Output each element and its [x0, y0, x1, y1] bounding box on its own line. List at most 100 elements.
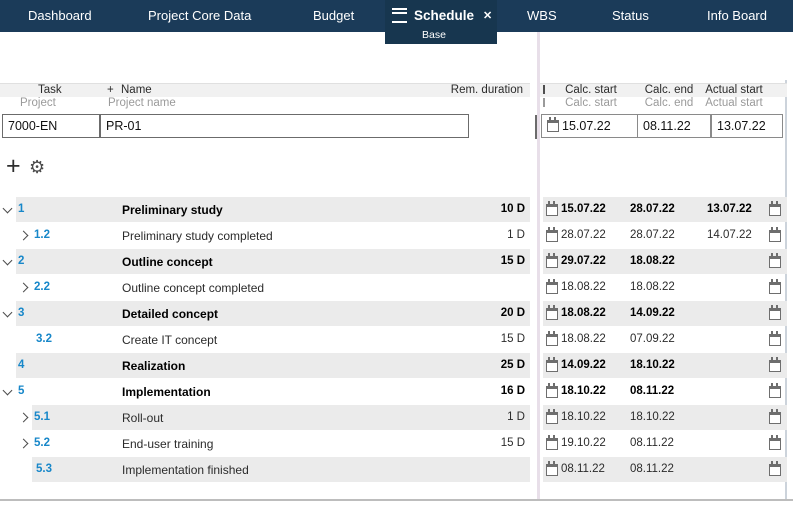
calc-start: 28.07.22 [561, 229, 606, 241]
settings-gear-button[interactable]: ⚙ [29, 157, 46, 177]
calendar-icon[interactable] [769, 279, 781, 294]
calc-end: 28.07.22 [630, 203, 675, 215]
task-name: Implementation [122, 385, 211, 399]
task-duration: 1 D [507, 411, 525, 423]
col-header-calc-end[interactable]: Calc. end [644, 84, 694, 96]
task-row-1-2[interactable]: 1.2 Preliminary study completed 1 D 28.0… [0, 223, 793, 249]
task-duration: 1 D [507, 229, 525, 241]
col-header-name[interactable]: Name [121, 84, 152, 96]
task-number: 3.2 [36, 333, 52, 345]
col-header-calc-start[interactable]: Calc. start [565, 84, 617, 96]
tab-project-core-data[interactable]: Project Core Data [148, 8, 252, 23]
project-name-field[interactable]: PR-01 [100, 114, 469, 138]
bottom-divider [0, 499, 793, 501]
task-row-4[interactable]: 4 Realization 25 D 14.09.22 18.10.22 [0, 353, 793, 379]
tab-status[interactable]: Status [612, 8, 649, 23]
subheader-project-name: Project name [108, 97, 176, 109]
expand-icon[interactable] [18, 282, 29, 293]
calc-start: 29.07.22 [561, 255, 606, 267]
calendar-icon[interactable] [546, 201, 558, 216]
calendar-icon[interactable] [769, 331, 781, 346]
calendar-icon[interactable] [769, 357, 781, 372]
col-header-rem-duration[interactable]: Rem. duration [450, 84, 523, 96]
task-row-3-2[interactable]: 3.2 Create IT concept 15 D 18.08.22 07.0… [0, 327, 793, 353]
task-row-5-2[interactable]: 5.2 End-user training 15 D 19.10.22 08.1… [0, 431, 793, 457]
clipped-column-fragment [543, 85, 545, 94]
calendar-icon[interactable] [546, 435, 558, 450]
collapse-icon[interactable] [2, 255, 13, 266]
tab-schedule-label: Schedule [414, 7, 475, 23]
calendar-icon[interactable] [769, 305, 781, 320]
calendar-icon[interactable] [769, 435, 781, 450]
task-number: 3 [18, 307, 25, 319]
calendar-icon[interactable] [769, 201, 781, 216]
calendar-icon[interactable] [546, 305, 558, 320]
calendar-icon[interactable] [546, 227, 558, 242]
calendar-icon[interactable] [546, 331, 558, 346]
project-actual-start-field[interactable]: 13.07.22 [711, 114, 783, 138]
collapse-icon[interactable] [2, 307, 13, 318]
calendar-icon[interactable] [769, 253, 781, 268]
left-header-band [0, 83, 530, 97]
calendar-icon[interactable] [546, 383, 558, 398]
calendar-icon[interactable] [769, 227, 781, 242]
project-calc-end-field[interactable]: 08.11.22 [637, 114, 711, 138]
task-name: Roll-out [122, 411, 164, 425]
task-name: Preliminary study completed [122, 229, 273, 243]
task-row-5-1[interactable]: 5.1 Roll-out 1 D 18.10.22 18.10.22 [0, 405, 793, 431]
project-calc-start-field[interactable]: 15.07.22 [541, 114, 647, 138]
clipped-input-edge [535, 115, 537, 139]
task-name: End-user training [122, 437, 214, 451]
hamburger-menu-icon[interactable] [392, 7, 407, 23]
actual-start: 13.07.22 [707, 203, 752, 215]
task-duration: 20 D [500, 307, 525, 319]
collapse-icon[interactable] [2, 203, 13, 214]
calc-end: 18.10.22 [630, 359, 675, 371]
task-row-5-3[interactable]: 5.3 Implementation finished 08.11.22 08.… [0, 457, 793, 483]
tab-dashboard[interactable]: Dashboard [28, 8, 92, 23]
tab-info-board[interactable]: Info Board [707, 8, 767, 23]
clipped-column-fragment [543, 98, 545, 107]
task-name: Realization [122, 359, 186, 373]
task-row-3[interactable]: 3 Detailed concept 20 D 18.08.22 14.09.2… [0, 301, 793, 327]
calendar-icon[interactable] [546, 461, 558, 476]
close-tab-icon[interactable]: ✕ [483, 10, 493, 22]
tab-wbs[interactable]: WBS [527, 8, 557, 23]
project-id-field[interactable]: 7000-EN [2, 114, 100, 138]
calendar-icon[interactable] [546, 409, 558, 424]
calendar-icon[interactable] [769, 409, 781, 424]
calendar-icon[interactable] [769, 461, 781, 476]
add-task-button[interactable]: + [6, 152, 21, 180]
calc-end: 08.11.22 [630, 463, 674, 475]
add-column-icon[interactable]: + [107, 84, 114, 96]
task-row-1[interactable]: 1 Preliminary study 10 D 15.07.22 28.07.… [0, 197, 793, 223]
task-row-2[interactable]: 2 Outline concept 15 D 29.07.22 18.08.22 [0, 249, 793, 275]
tab-budget[interactable]: Budget [313, 8, 355, 23]
expand-icon[interactable] [18, 230, 29, 241]
task-name: Outline concept completed [122, 281, 265, 295]
collapse-icon[interactable] [2, 385, 13, 396]
tab-schedule-active[interactable]: Schedule ✕ Base [385, 0, 497, 44]
task-row-5[interactable]: 5 Implementation 16 D 18.10.22 08.11.22 [0, 379, 793, 405]
task-row-2-2[interactable]: 2.2 Outline concept completed 18.08.22 1… [0, 275, 793, 301]
task-name: Preliminary study [122, 203, 223, 217]
task-number: 4 [18, 359, 25, 371]
calendar-icon[interactable] [769, 383, 781, 398]
calendar-icon[interactable] [546, 279, 558, 294]
task-number: 5 [18, 385, 25, 397]
col-header-actual-start[interactable]: Actual start [705, 84, 763, 96]
col-header-task[interactable]: Task [38, 84, 62, 96]
tab-schedule-sublabel: Base [422, 29, 446, 41]
calendar-icon[interactable] [547, 117, 559, 132]
calendar-icon[interactable] [546, 357, 558, 372]
calc-end: 18.10.22 [630, 411, 675, 423]
calc-start: 14.09.22 [561, 359, 606, 371]
task-number: 1 [18, 203, 25, 215]
pane-splitter[interactable] [537, 32, 540, 500]
expand-icon[interactable] [18, 412, 29, 423]
calc-start: 18.08.22 [561, 333, 606, 345]
task-duration: 10 D [500, 203, 525, 215]
calendar-icon[interactable] [546, 253, 558, 268]
expand-icon[interactable] [18, 438, 29, 449]
calc-end: 14.09.22 [630, 307, 675, 319]
